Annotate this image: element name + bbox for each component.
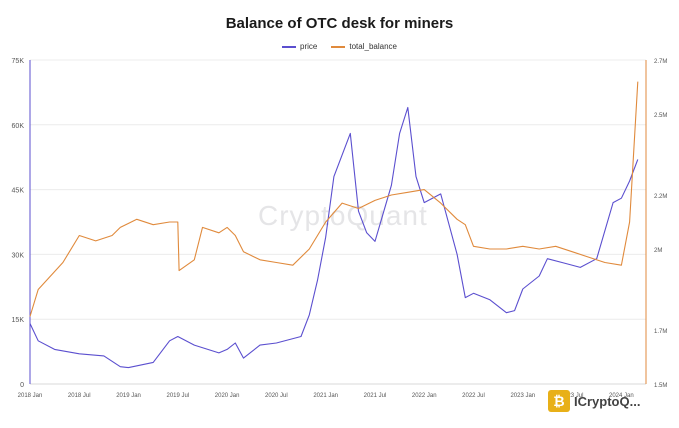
y-left-tick-label: 15K [12, 317, 25, 324]
y-left-tick-label: 30K [12, 252, 25, 259]
x-tick-label: 2023 Jan [510, 393, 535, 399]
legend: price total_balance [0, 42, 679, 51]
badge-logo-icon: ₿ [548, 390, 570, 412]
x-tick-label: 2019 Jan [116, 393, 141, 399]
x-tick-label: 2024 Jan [609, 393, 634, 399]
badge-text: ICryptoQ... [574, 393, 641, 409]
legend-item-total-balance[interactable]: total_balance [331, 42, 397, 51]
legend-label-price: price [300, 42, 318, 51]
y-left-tick-label: 75K [12, 58, 25, 65]
legend-swatch-price [282, 45, 297, 48]
source-badge: ₿ ICryptoQ... [548, 390, 640, 412]
legend-label-total-balance: total_balance [349, 42, 397, 51]
x-tick-label: 2022 Jan [412, 393, 437, 399]
y-left-tick-label: 0 [20, 382, 24, 389]
x-tick-label: 2021 Jul [364, 393, 387, 399]
x-tick-label: 2023 Jul [561, 393, 584, 399]
y-right-tick-label: 1.5M [654, 383, 667, 389]
chart-title: Balance of OTC desk for miners [225, 15, 454, 32]
x-tick-label: 2021 Jan [313, 393, 338, 399]
y-right-tick-label: 1.7M [654, 329, 667, 335]
y-left-tick-label: 45K [12, 188, 25, 195]
watermark-text: CryptoQuant [258, 200, 428, 231]
series-line-price [29, 106, 639, 369]
x-tick-label: 2020 Jul [265, 393, 288, 399]
x-tick-label: 2018 Jan [18, 393, 43, 399]
y-right-tick-label: 2.5M [654, 113, 667, 119]
x-tick-label: 2018 Jul [68, 393, 91, 399]
y-right-tick-label: 2.7M [654, 59, 667, 65]
x-tick-label: 2019 Jul [166, 393, 189, 399]
y-left-tick-label: 60K [12, 123, 25, 130]
x-tick-label: 2022 Jul [462, 393, 485, 399]
series-line-total-balance [29, 81, 639, 317]
y-right-tick-label: 2M [654, 248, 662, 254]
legend-swatch-total-balance [331, 45, 346, 48]
x-tick-label: 2020 Jan [215, 393, 240, 399]
y-right-tick-label: 2.2M [654, 194, 667, 200]
legend-item-price[interactable]: price [282, 42, 317, 51]
